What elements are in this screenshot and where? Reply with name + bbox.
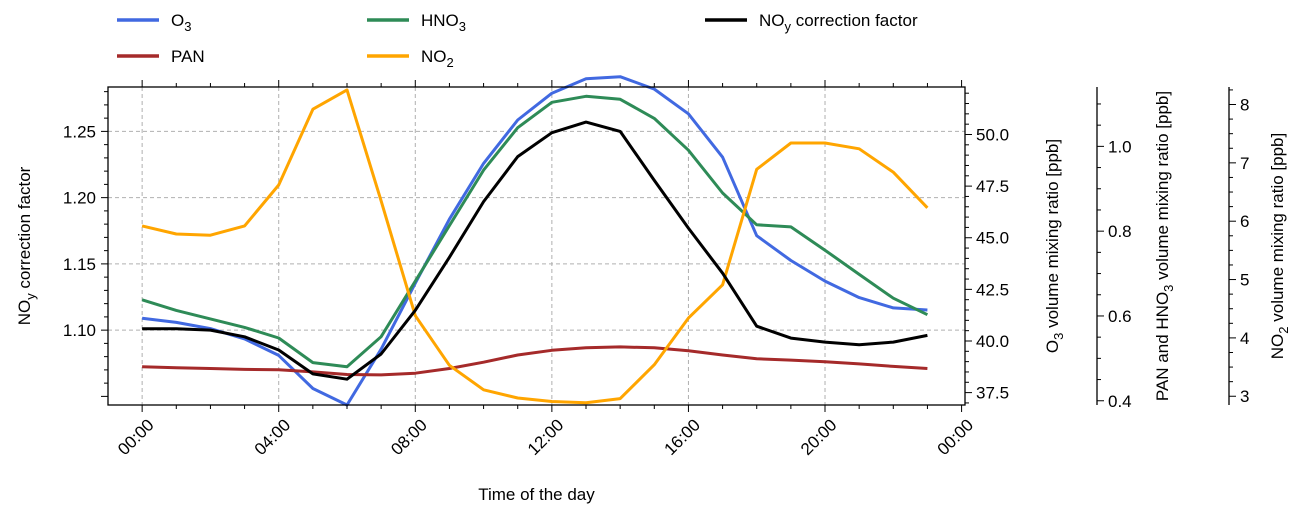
- x-tick-label: 08:00: [387, 415, 431, 459]
- series-line-pan: [142, 345, 928, 377]
- left-y-tick-label: 1.15: [63, 255, 96, 274]
- right-y-axis-label: NO2 volume mixing ratio [ppb]: [1268, 133, 1290, 359]
- series-line-hno3: [141, 94, 929, 369]
- right-y-axis-o3: 37.5 40.0 42.5 45.0 47.5 50.0 O3 volume mixing…: [965, 92, 1066, 404]
- right-y-tick-label: 0.6: [1108, 307, 1132, 326]
- right-y-tick-label: 1.0: [1108, 137, 1132, 156]
- right-y-axis-label: O3 volume mixing ratio [ppb]: [1043, 139, 1066, 353]
- x-tick-label: 00:00: [934, 415, 978, 459]
- legend-item: NOy correction factor: [705, 11, 918, 34]
- right-y-tick-label: 50.0: [976, 125, 1009, 144]
- legend-label: NOy correction factor: [759, 11, 918, 34]
- series-line-noy-correction-factor: [142, 120, 928, 381]
- legend: O3 PAN HNO3 NO2 NOy correction factor: [117, 11, 918, 70]
- legend-label: HNO3: [421, 11, 466, 34]
- right-y-tick-label: 5: [1240, 271, 1249, 290]
- left-y-axis: 1.10 1.15 1.20 1.25 NOy correction factor: [15, 91, 108, 397]
- right-y-tick-label: 3: [1240, 387, 1249, 406]
- grid: [108, 87, 965, 405]
- legend-label: NO2: [421, 47, 454, 70]
- legend-item: NO2: [367, 47, 454, 70]
- right-y-tick-label: 37.5: [976, 384, 1009, 403]
- left-y-tick-label: 1.10: [63, 321, 96, 340]
- series-line-o3: [141, 75, 928, 407]
- x-tick-label: 12:00: [524, 415, 568, 459]
- x-tick-label: 00:00: [114, 415, 158, 459]
- legend-label: PAN: [171, 47, 205, 66]
- right-y-tick-label: 47.5: [976, 177, 1009, 196]
- x-tick-label: 16:00: [660, 415, 704, 459]
- legend-item: PAN: [117, 47, 205, 66]
- series-lines: [141, 75, 929, 407]
- right-y-axis-pan_hno3: 0.4 0.6 0.8 1.0 PAN and HNO3 volume mixing r…: [1096, 87, 1176, 411]
- right-y-tick-label: 6: [1240, 212, 1249, 231]
- x-tick-label: 04:00: [251, 415, 295, 459]
- right-y-tick-label: 0.8: [1108, 222, 1132, 241]
- legend-item: O3: [117, 11, 191, 34]
- left-y-tick-label: 1.20: [63, 189, 96, 208]
- plot-frame: [107, 86, 966, 406]
- right-y-tick-label: 7: [1240, 154, 1249, 173]
- left-y-axis-label: NOy correction factor: [15, 166, 38, 325]
- series-line-no2: [141, 88, 929, 405]
- right-y-tick-label: 4: [1240, 329, 1249, 348]
- right-y-tick-label: 45.0: [976, 229, 1009, 248]
- legend-item: HNO3: [367, 11, 466, 34]
- right-y-tick-label: 42.5: [976, 280, 1009, 299]
- left-y-tick-label: 1.25: [63, 122, 96, 141]
- right-y-tick-label: 40.0: [976, 332, 1009, 351]
- right-y-axis-no2: 3 4 5 6 7 8 NO2 volume mixing ratio [ppb]: [1228, 87, 1290, 406]
- right-y-tick-label: 0.4: [1108, 392, 1132, 411]
- right-y-axis-label: PAN and HNO3 volume mixing ratio [ppb]: [1153, 91, 1176, 401]
- legend-label: O3: [171, 11, 191, 34]
- right-y-tick-label: 8: [1240, 96, 1249, 115]
- x-tick-label: 20:00: [797, 415, 841, 459]
- x-axis-label: Time of the day: [478, 485, 595, 504]
